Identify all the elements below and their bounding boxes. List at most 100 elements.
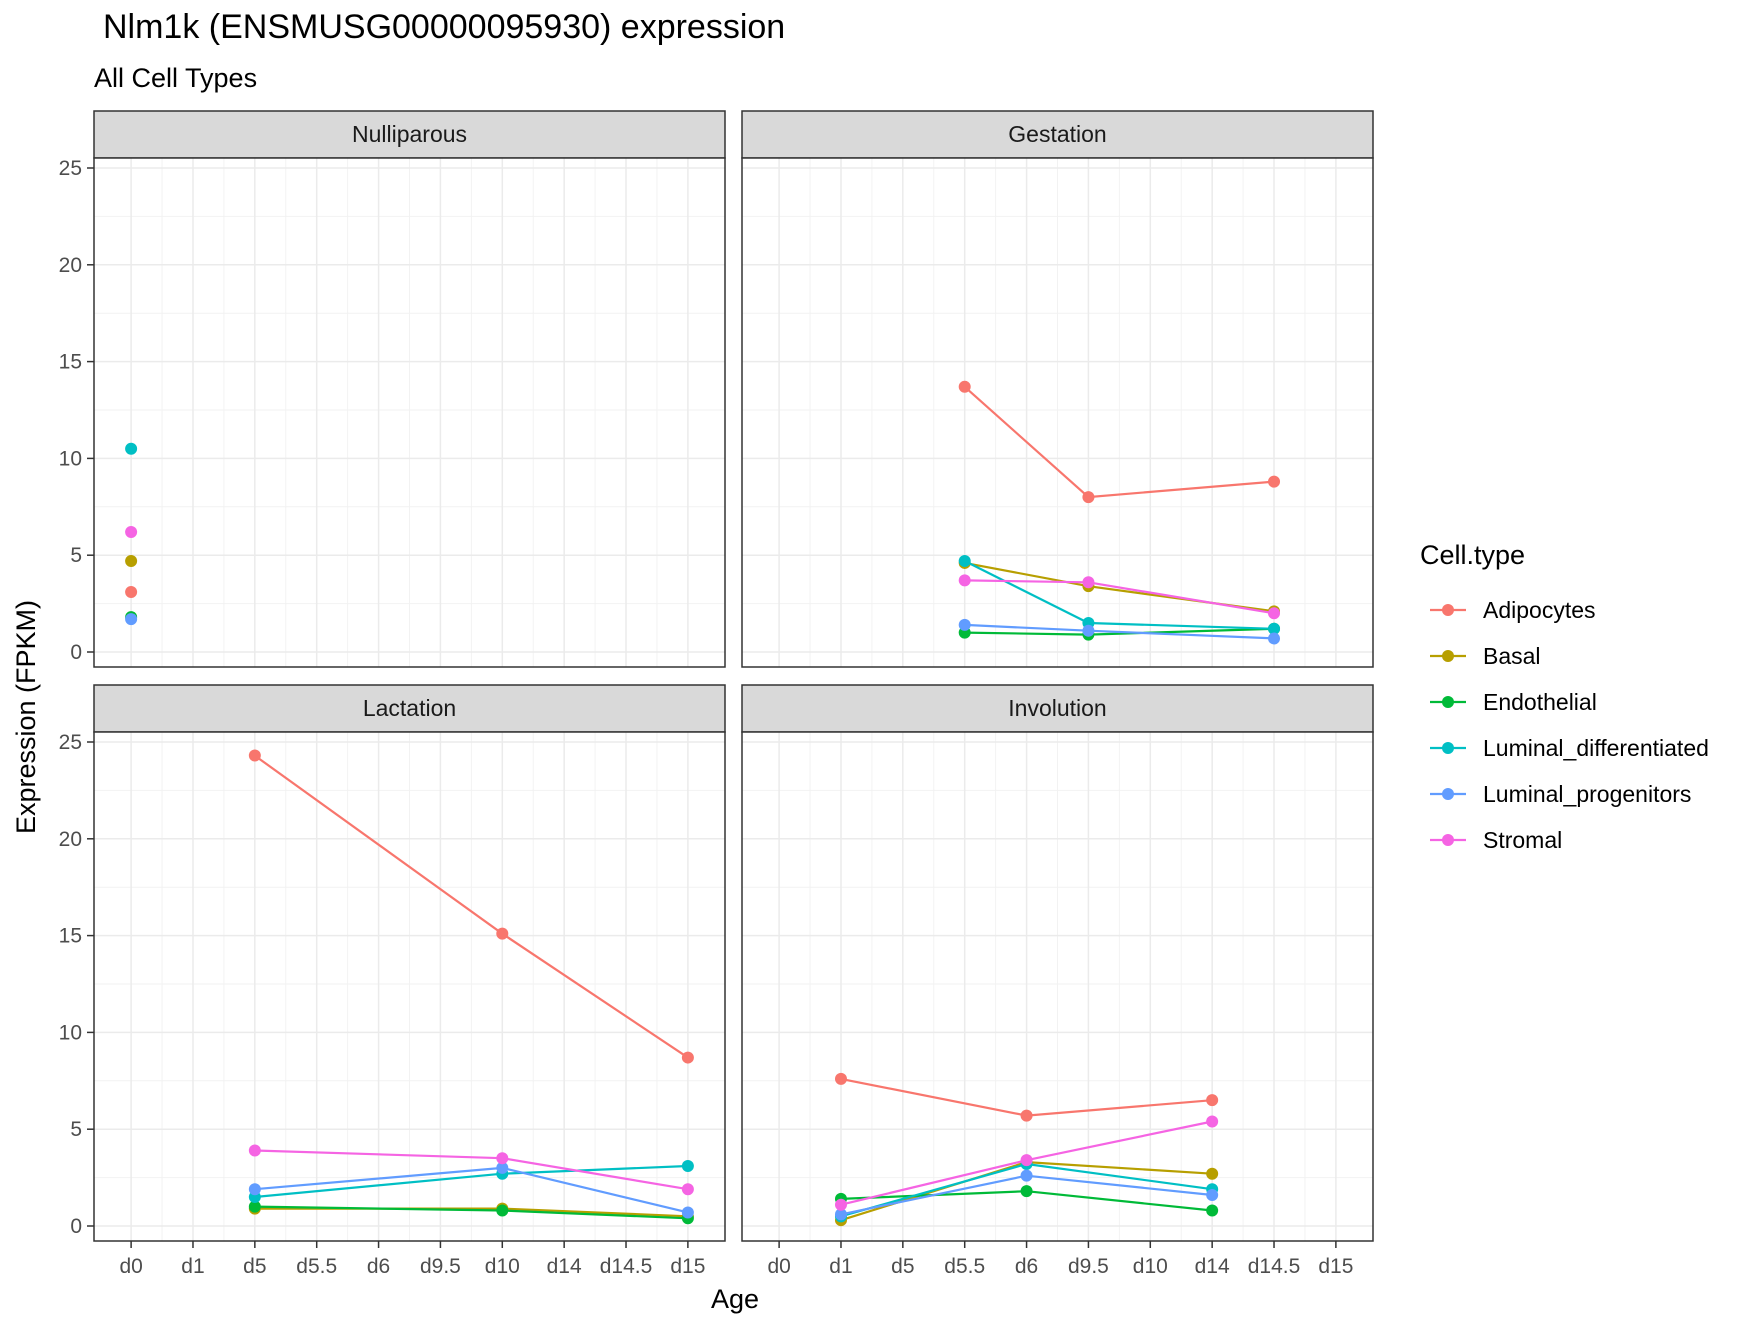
legend-key-point	[1442, 788, 1454, 800]
x-tick-label: d5.5	[296, 1255, 337, 1278]
y-tick-label: 5	[70, 544, 82, 567]
legend-title: Cell.type	[1420, 540, 1525, 570]
legend-key-point	[1442, 696, 1454, 708]
chart-title: Nlm1k (ENSMUSG00000095930) expression	[103, 8, 785, 46]
x-tick-label: d0	[119, 1255, 142, 1278]
data-point-adipocytes	[958, 380, 971, 393]
panel-border	[741, 731, 1374, 1242]
data-point-adipocytes	[681, 1051, 694, 1064]
data-point-adipocytes	[248, 749, 261, 762]
x-tick-label: d5	[891, 1255, 914, 1278]
y-tick-label: 5	[70, 1118, 82, 1141]
data-point-luminal-differentiated	[681, 1159, 694, 1172]
y-tick-label: 10	[59, 447, 82, 470]
legend-key-point	[1442, 742, 1454, 754]
panel-gestation: Gestation	[741, 110, 1374, 668]
data-point-luminal-progenitors	[125, 613, 138, 626]
y-tick-label: 0	[70, 1215, 82, 1238]
facet-strip-nulliparous	[93, 110, 726, 159]
data-point-luminal-progenitors	[834, 1208, 847, 1221]
data-point-luminal-progenitors	[958, 618, 971, 631]
x-tick-label: d5	[243, 1255, 266, 1278]
x-tick-label: d6	[367, 1255, 390, 1278]
legend-item-stromal: Stromal	[1430, 827, 1562, 853]
legend-item-endothelial: Endothelial	[1430, 689, 1597, 715]
legend-item-basal: Basal	[1430, 643, 1541, 669]
data-point-adipocytes	[834, 1072, 847, 1085]
facet-label-lactation: Lactation	[363, 695, 456, 721]
facet-strip-involution	[741, 684, 1374, 733]
data-point-stromal	[958, 574, 971, 587]
y-tick-label: 25	[59, 157, 82, 180]
facet-label-involution: Involution	[1008, 695, 1106, 721]
x-tick-label: d0	[767, 1255, 790, 1278]
data-point-stromal	[1082, 576, 1095, 589]
legend-label: Stromal	[1483, 827, 1562, 853]
x-tick-label: d14.5	[600, 1255, 653, 1278]
facet-panels: Nulliparous 0 5 10 15 20 25 Gestation Lactation 0…	[59, 110, 1374, 1278]
panel-border	[741, 157, 1374, 668]
data-point-luminal-progenitors	[1268, 632, 1281, 645]
data-point-stromal	[496, 1152, 509, 1165]
y-tick-label: 20	[59, 254, 82, 277]
x-tick-label: d15	[670, 1255, 705, 1278]
panel-border	[93, 157, 726, 668]
chart-subtitle: All Cell Types	[94, 63, 257, 93]
data-point-endothelial	[1206, 1204, 1219, 1217]
y-tick-label: 10	[59, 1021, 82, 1044]
data-point-stromal	[1268, 607, 1281, 620]
x-tick-label: d9.5	[420, 1255, 461, 1278]
x-tick-label: d6	[1015, 1255, 1038, 1278]
y-tick-label: 25	[59, 731, 82, 754]
data-point-stromal	[1020, 1154, 1033, 1167]
legend-item-adipocytes: Adipocytes	[1430, 597, 1596, 623]
data-point-adipocytes	[1020, 1109, 1033, 1122]
legend-label: Adipocytes	[1483, 597, 1596, 623]
data-point-adipocytes	[1082, 491, 1095, 504]
y-tick-label: 15	[59, 351, 82, 374]
data-point-luminal-progenitors	[248, 1183, 261, 1196]
facet-label-gestation: Gestation	[1008, 121, 1106, 147]
y-tick-label: 0	[70, 641, 82, 664]
y-tick-label: 20	[59, 828, 82, 851]
y-tick-label: 15	[59, 925, 82, 948]
x-tick-label: d14	[1195, 1255, 1230, 1278]
legend-key-point	[1442, 834, 1454, 846]
data-point-stromal	[248, 1144, 261, 1157]
data-point-endothelial	[496, 1204, 509, 1217]
data-point-basal	[125, 555, 138, 568]
y-axis-title: Expression (FPKM)	[11, 600, 41, 834]
x-tick-label: d9.5	[1068, 1255, 1109, 1278]
x-tick-label: d5.5	[944, 1255, 985, 1278]
data-point-stromal	[125, 525, 138, 538]
data-point-luminal-progenitors	[1020, 1169, 1033, 1182]
panel-involution: Involution d0 d1 d5 d5.5 d6 d9.5 d10 d14 d14.5 d15	[741, 684, 1374, 1278]
x-tick-label: d1	[829, 1255, 852, 1278]
panel-border	[93, 731, 726, 1242]
data-point-luminal-differentiated	[1268, 622, 1281, 635]
legend-label: Luminal_progenitors	[1483, 781, 1691, 807]
legend-key-point	[1442, 650, 1454, 662]
legend-key-point	[1442, 604, 1454, 616]
legend-item-luminal-differentiated: Luminal_differentiated	[1430, 735, 1709, 761]
x-tick-label: d14	[547, 1255, 582, 1278]
legend-label: Endothelial	[1483, 689, 1597, 715]
data-point-adipocytes	[496, 927, 509, 940]
data-point-stromal	[1206, 1115, 1219, 1128]
x-tick-label: d10	[485, 1255, 520, 1278]
data-point-stromal	[681, 1183, 694, 1196]
legend-label: Basal	[1483, 643, 1541, 669]
data-point-luminal-progenitors	[496, 1161, 509, 1174]
data-point-endothelial	[248, 1200, 261, 1213]
legend-label: Luminal_differentiated	[1483, 735, 1709, 761]
data-point-adipocytes	[1268, 475, 1281, 488]
data-point-stromal	[834, 1198, 847, 1211]
facet-strip-lactation	[93, 684, 726, 733]
data-point-basal	[1206, 1167, 1219, 1180]
data-point-luminal-differentiated	[125, 442, 138, 455]
legend: Cell.type Adipocytes Basal Endothelial Lumi…	[1420, 540, 1709, 853]
data-point-adipocytes	[1206, 1094, 1219, 1107]
data-point-endothelial	[1020, 1185, 1033, 1198]
panel-nulliparous: Nulliparous 0 5 10 15 20 25	[59, 110, 726, 668]
